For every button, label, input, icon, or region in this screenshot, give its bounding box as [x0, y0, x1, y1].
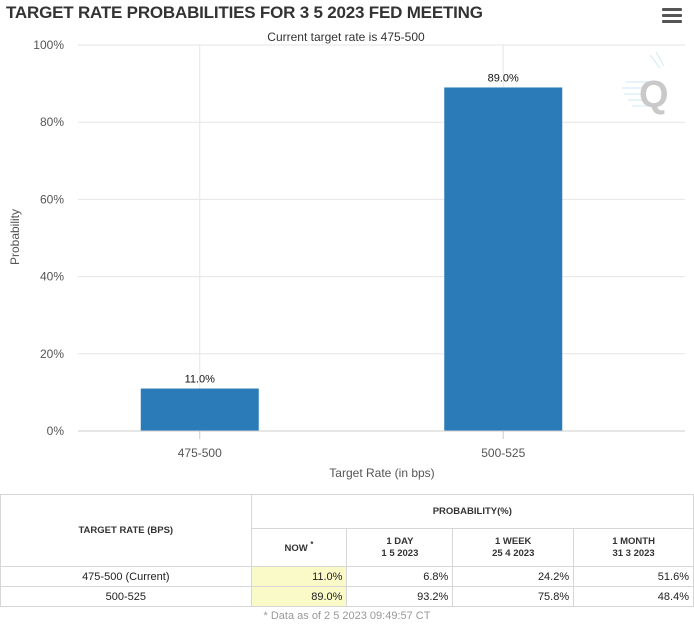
bar-data-label: 11.0%: [185, 374, 216, 386]
row-1day: 93.2%: [346, 586, 454, 607]
row-1month: 48.4%: [573, 586, 694, 607]
row-target: 500-525: [0, 586, 252, 607]
bar-data-label: 89.0%: [488, 72, 519, 84]
row-now: 89.0%: [250, 586, 348, 607]
y-tick-label: 40%: [40, 270, 64, 284]
probability-chart: Q 11.0% 89.0% 0% 20% 40% 60% 80% 100% 475-500 50…: [8, 30, 685, 480]
y-tick-label: 20%: [40, 347, 64, 361]
col-header-1week: 1 WEEK 25 4 2023: [452, 528, 575, 567]
col-header-1month: 1 MONTH 31 3 2023: [573, 528, 694, 567]
bar[interactable]: [444, 87, 563, 432]
bars: 11.0% 89.0%: [140, 72, 563, 432]
grid-lines: [78, 44, 685, 432]
x-axis-title: Target Rate (in bps): [329, 466, 434, 480]
col-header-now: NOW *: [250, 528, 348, 567]
x-tick-label: 475-500: [178, 446, 222, 460]
bar[interactable]: [140, 388, 259, 431]
col-header-probability: PROBABILITY(%): [250, 494, 694, 529]
x-tick-label: 500-525: [481, 446, 525, 460]
y-tick-label: 80%: [40, 115, 64, 129]
menu-icon[interactable]: [662, 8, 682, 26]
chart-title: TARGET RATE PROBABILITIES FOR 3 5 2023 F…: [6, 3, 483, 22]
y-tick-label: 100%: [33, 38, 64, 52]
y-tick-label: 60%: [40, 192, 64, 206]
row-1month: 51.6%: [573, 566, 694, 587]
probability-table: TARGET RATE (BPS) PROBABILITY(%) NOW * 1…: [0, 494, 694, 627]
table-row: 500-525 89.0% 93.2% 75.8% 48.4%: [0, 586, 694, 607]
axes: 0% 20% 40% 60% 80% 100% 475-500 500-525: [33, 38, 685, 460]
row-now: 11.0%: [250, 566, 348, 587]
svg-text:Q: Q: [639, 74, 669, 116]
row-1week: 75.8%: [452, 586, 575, 607]
row-target: 475-500 (Current): [0, 566, 252, 587]
table-row: 475-500 (Current) 11.0% 6.8% 24.2% 51.6%: [0, 566, 694, 587]
data-timestamp-footnote: * Data as of 2 5 2023 09:49:57 CT: [263, 610, 431, 622]
q-logo-icon: Q: [622, 51, 669, 116]
row-1week: 24.2%: [452, 566, 575, 587]
y-axis-title: Probability: [8, 209, 22, 265]
y-tick-label: 0%: [47, 424, 65, 438]
col-header-1day: 1 DAY 1 5 2023: [346, 528, 454, 567]
row-1day: 6.8%: [346, 566, 454, 587]
chart-subtitle: Current target rate is 475-500: [267, 30, 425, 44]
col-header-target-rate: TARGET RATE (BPS): [0, 494, 252, 567]
